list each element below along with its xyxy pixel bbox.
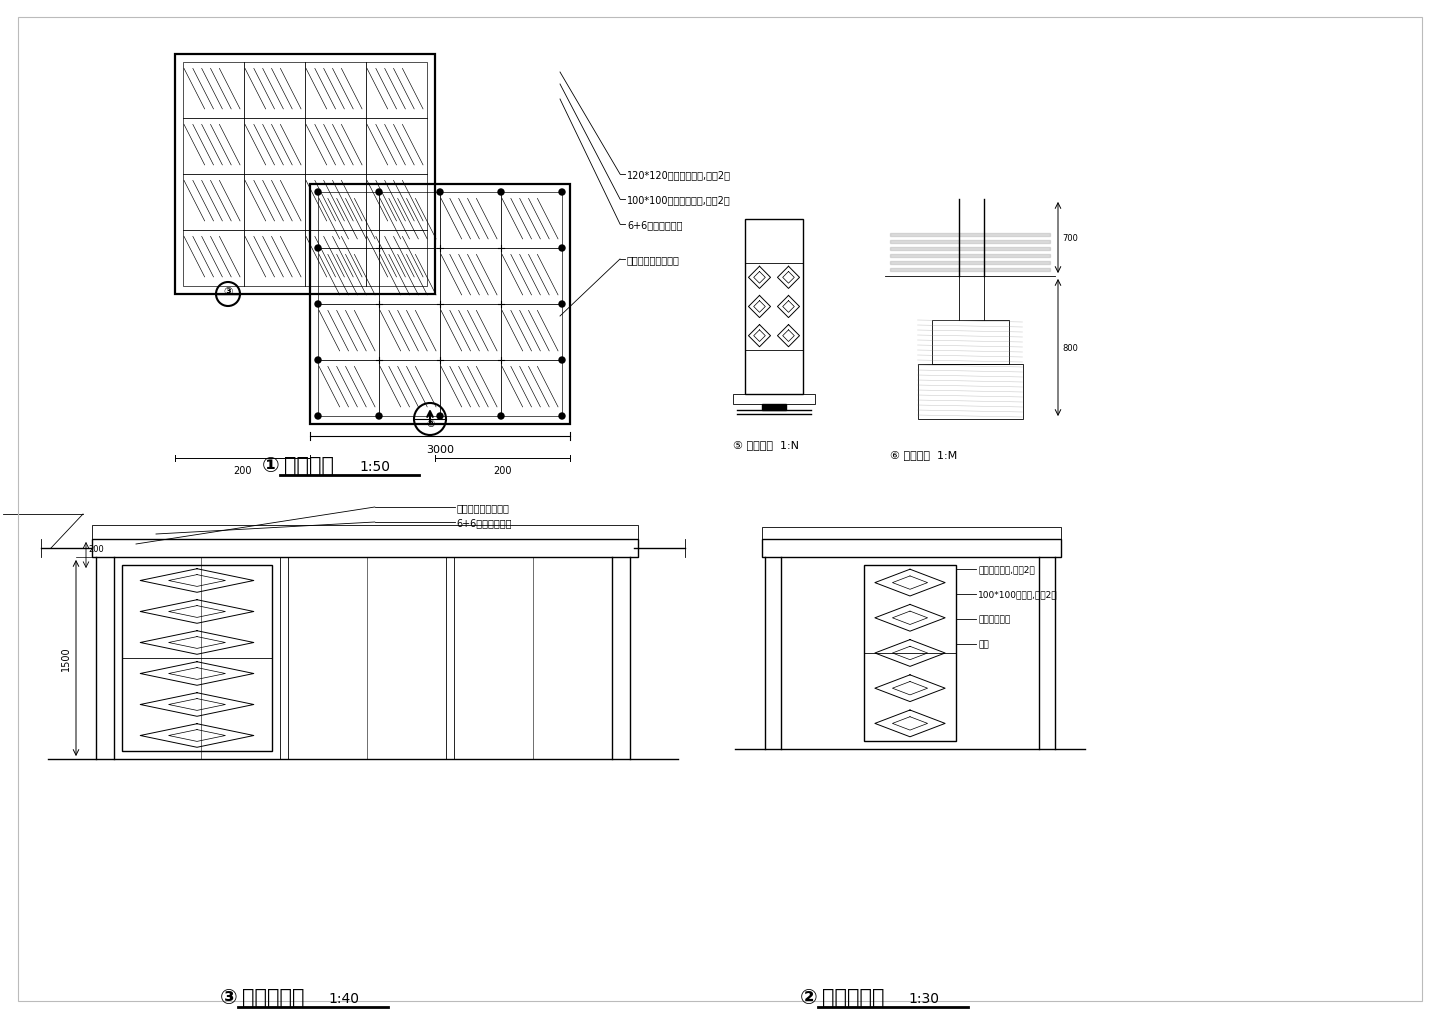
Bar — [122, 566, 272, 751]
Bar — [176, 55, 435, 294]
Bar — [183, 63, 428, 286]
Circle shape — [498, 190, 504, 196]
Bar — [917, 365, 1022, 420]
Text: 1:50: 1:50 — [359, 460, 390, 474]
Text: ⑤ 立柱做法  1:N: ⑤ 立柱做法 1:N — [733, 439, 799, 449]
Text: 景亭平面: 景亭平面 — [284, 455, 334, 476]
Text: 点条不锈钢玻璃夹板: 点条不锈钢玻璃夹板 — [626, 255, 680, 265]
Circle shape — [559, 414, 564, 420]
Polygon shape — [890, 269, 1050, 272]
Polygon shape — [890, 255, 1050, 258]
Text: ②: ② — [801, 987, 818, 1007]
Circle shape — [559, 246, 564, 252]
Text: ③: ③ — [220, 987, 238, 1007]
Circle shape — [315, 190, 321, 196]
Bar — [318, 193, 562, 417]
Text: 800: 800 — [1063, 343, 1079, 353]
Text: 铁艺不锈钢格: 铁艺不锈钢格 — [978, 614, 1011, 624]
Text: 1:40: 1:40 — [328, 991, 359, 1005]
Circle shape — [498, 414, 504, 420]
Bar — [864, 566, 956, 741]
Text: 1:30: 1:30 — [909, 991, 939, 1005]
Polygon shape — [890, 248, 1050, 251]
Circle shape — [376, 190, 382, 196]
Text: ⑥ 基础做法  1:M: ⑥ 基础做法 1:M — [890, 449, 958, 460]
Polygon shape — [890, 262, 1050, 265]
Text: 120*120菠萝格防腐木,漆紫2道: 120*120菠萝格防腐木,漆紫2道 — [626, 170, 732, 179]
Text: 1500: 1500 — [60, 646, 71, 671]
Text: 100*100防腐木,漆紫2道: 100*100防腐木,漆紫2道 — [978, 590, 1058, 599]
Circle shape — [315, 302, 321, 308]
Text: ①: ① — [262, 455, 279, 476]
Text: 100*100菠萝格防腐木,漆紫2道: 100*100菠萝格防腐木,漆紫2道 — [626, 195, 730, 205]
Bar — [762, 528, 1061, 539]
Text: 200: 200 — [88, 545, 104, 554]
Polygon shape — [762, 405, 786, 411]
Text: 200: 200 — [233, 466, 252, 476]
Text: 6+6夹胶钢化玻璃: 6+6夹胶钢化玻璃 — [456, 518, 513, 528]
Text: 景亭立面一: 景亭立面一 — [822, 987, 884, 1007]
Text: ③: ③ — [223, 286, 233, 297]
Bar — [92, 526, 638, 539]
Circle shape — [436, 190, 444, 196]
Circle shape — [315, 414, 321, 420]
Bar — [733, 394, 815, 405]
Circle shape — [436, 414, 444, 420]
Polygon shape — [890, 233, 1050, 236]
Text: 3000: 3000 — [426, 444, 454, 454]
Circle shape — [315, 246, 321, 252]
Text: 700: 700 — [1063, 233, 1079, 243]
Text: ②: ② — [426, 419, 433, 429]
Text: 点条不锈钢玻璃夹板: 点条不锈钢玻璃夹板 — [456, 502, 510, 513]
Circle shape — [559, 190, 564, 196]
Circle shape — [559, 358, 564, 364]
Circle shape — [559, 302, 564, 308]
Bar — [744, 220, 804, 394]
Text: 菠萝格防腐木,漆紫2道: 菠萝格防腐木,漆紫2道 — [978, 565, 1035, 574]
Bar — [310, 184, 570, 425]
Bar — [762, 539, 1061, 557]
Polygon shape — [890, 240, 1050, 244]
Circle shape — [315, 358, 321, 364]
Bar — [932, 321, 1008, 365]
Text: 200: 200 — [494, 466, 511, 476]
Circle shape — [376, 414, 382, 420]
Bar — [92, 539, 638, 557]
Text: 铁艺: 铁艺 — [978, 640, 989, 649]
Text: 景亭立面二: 景亭立面二 — [242, 987, 304, 1007]
Text: 6+6夹胶钢化玻璃: 6+6夹胶钢化玻璃 — [626, 220, 683, 229]
